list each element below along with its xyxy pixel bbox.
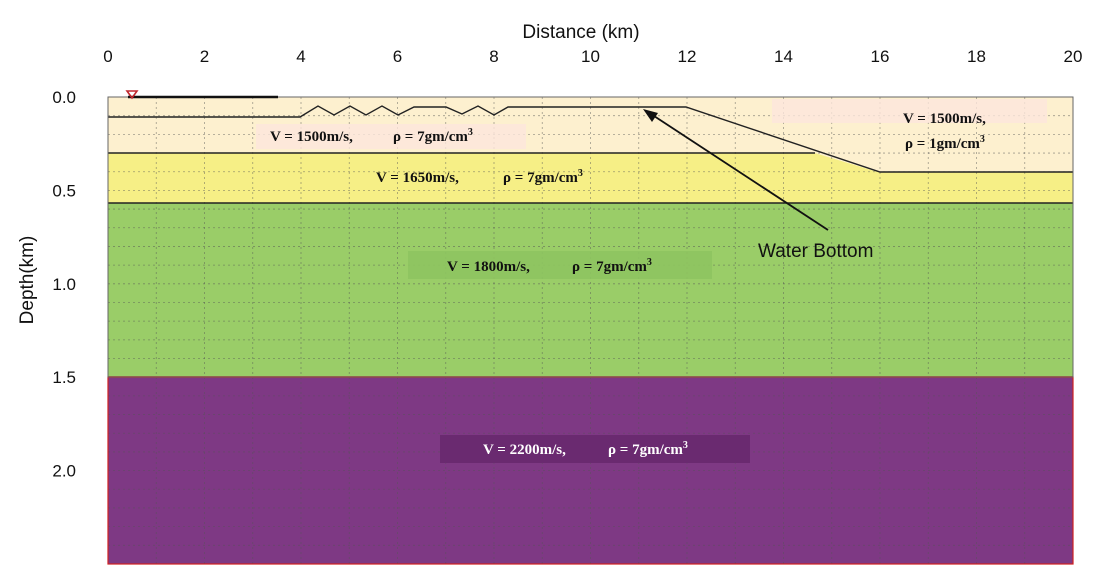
- water-bottom-arrowhead: [643, 109, 658, 122]
- green-layer-fill: [108, 203, 1073, 377]
- x-tick-label: 8: [489, 47, 498, 66]
- y-tick-label: 0.0: [52, 88, 76, 107]
- label-box-water-right: [772, 99, 1047, 123]
- y-tick-label: 2.0: [52, 462, 76, 481]
- x-tick-label: 4: [296, 47, 305, 66]
- x-tick-label: 18: [967, 47, 986, 66]
- water-wedge-right-fill: [815, 153, 1073, 172]
- x-tick-label: 16: [871, 47, 890, 66]
- y-tick-label: 0.5: [52, 181, 76, 200]
- x-tick-label: 14: [774, 47, 793, 66]
- x-tick-label: 12: [678, 47, 697, 66]
- x-tick-labels: 0 2 4 6 8 10 12 14 16 18 20: [103, 47, 1082, 66]
- y-axis-title: Depth(km): [17, 236, 38, 325]
- water-bottom-arrow: [650, 113, 829, 231]
- y-tick-labels: 0.0 0.5 1.0 1.5 2.0: [52, 88, 76, 481]
- x-axis-title: Distance (km): [522, 22, 639, 43]
- x-tick-label: 2: [200, 47, 209, 66]
- x-tick-label: 20: [1064, 47, 1083, 66]
- label-box-water-left: [256, 124, 526, 149]
- label-water-right-velocity: V = 1500m/s,: [903, 111, 986, 127]
- inverted-triangle-source-icon: [125, 90, 139, 100]
- y-tick-label: 1.5: [52, 368, 76, 387]
- water-bottom-interface: [108, 105, 1073, 173]
- x-tick-label: 6: [393, 47, 402, 66]
- x-tick-label: 0: [103, 47, 112, 66]
- label-purple: V = 2200m/s, ρ = 7gm/cm3: [483, 440, 688, 458]
- x-tick-label: 10: [581, 47, 600, 66]
- label-box-green: [408, 251, 712, 279]
- label-water-right-density: ρ = 1gm/cm3: [905, 134, 985, 152]
- model-border: [107, 96, 1074, 378]
- y-tick-label: 1.0: [52, 275, 76, 294]
- label-water-left: V = 1500m/s, ρ = 7gm/cm3: [270, 127, 473, 145]
- label-yellow: V = 1650m/s, ρ = 7gm/cm3: [376, 168, 583, 186]
- label-box-purple: [440, 435, 750, 463]
- label-green: V = 1800m/s, ρ = 7gm/cm3: [447, 257, 652, 275]
- water-bottom-label: Water Bottom: [758, 241, 873, 262]
